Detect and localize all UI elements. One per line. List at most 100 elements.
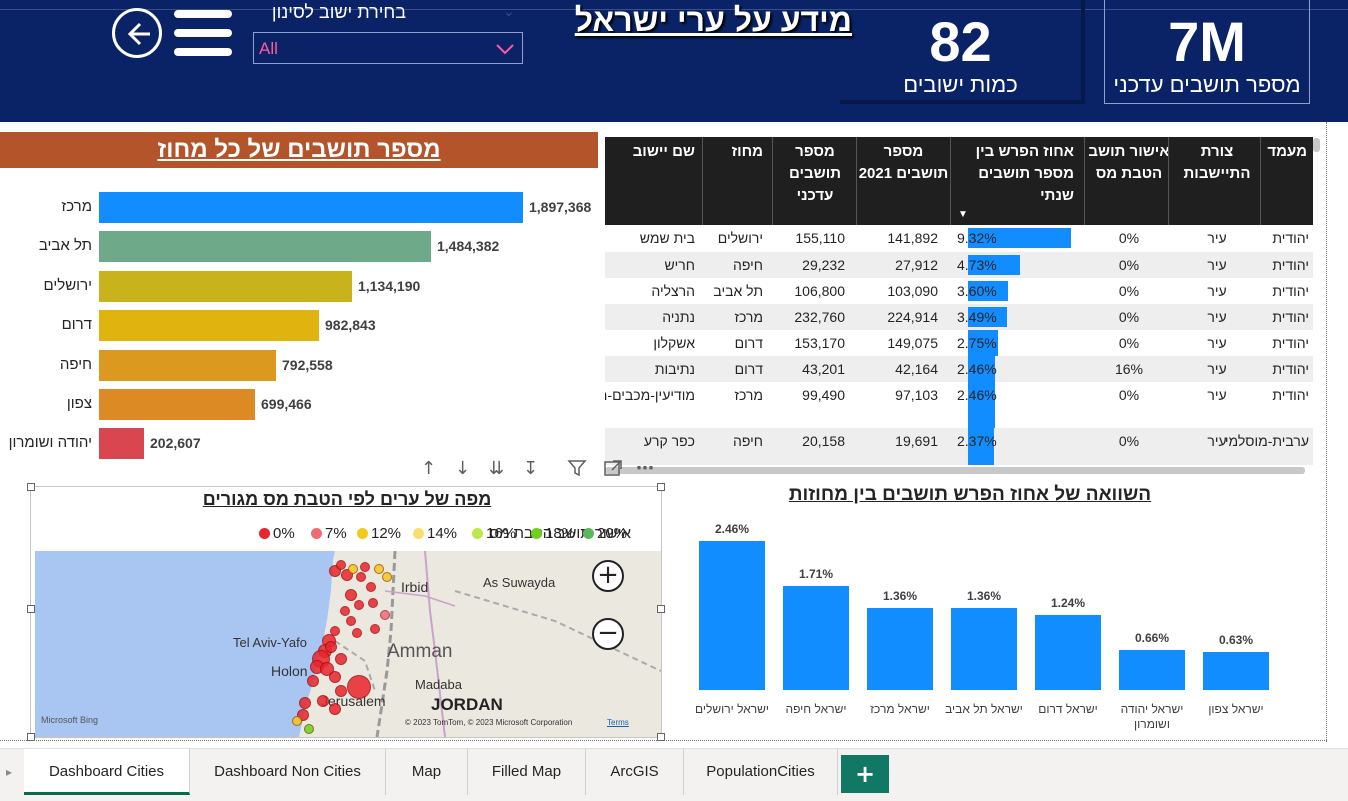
bar[interactable] [99,350,276,381]
map-city-point[interactable] [356,572,366,582]
map-city-point[interactable] [299,697,311,709]
tab-filled-map[interactable]: Filled Map [468,749,586,795]
back-arrow-icon[interactable] [112,8,162,58]
legend-item[interactable]: 18% [531,525,575,542]
table-row[interactable]: נתיבות דרום 43,201 42,164 2.46% 16% עיר יהודית [605,356,1313,382]
map-city-point[interactable] [340,606,350,616]
legend-item[interactable]: 14% [413,525,457,542]
col-header-status[interactable]: מעמד [1267,143,1307,160]
table-row[interactable]: כפר קרע חיפה 20,158 19,691 2.37% 0% עיר ערבית-מ… [605,428,1313,465]
map-terms-link[interactable]: Terms [607,718,629,727]
resize-handle[interactable] [657,483,665,491]
map-city-point[interactable] [352,628,362,638]
map-city-point[interactable] [374,564,384,574]
column-bar[interactable] [783,586,849,690]
map-canvas[interactable]: Irbid As Suwayda Tel Aviv-Yafo Holon Amm… [35,551,661,737]
resize-handle[interactable] [657,605,665,613]
resize-handle[interactable] [27,605,35,613]
zoom-out-button[interactable]: − [592,618,624,650]
map-city-point[interactable] [330,626,340,636]
drill-up-icon[interactable]: ↑ [421,458,437,479]
tax-benefit-map-visual[interactable]: מפה של ערים לפי הטבת מס מגורים אישור תוש… [27,483,665,741]
map-city-point[interactable] [329,703,341,715]
column-bar[interactable] [1035,615,1101,690]
map-city-point[interactable] [346,616,356,626]
column-bar[interactable] [699,541,765,690]
bar[interactable] [99,389,255,420]
map-city-point[interactable] [335,685,347,697]
tab-dashboard-non-cities[interactable]: Dashboard Non Cities [190,749,386,795]
legend-item[interactable]: 0% [259,525,295,542]
map-city-point[interactable] [336,560,346,570]
map-city-point[interactable] [366,582,376,592]
hamburger-menu-icon[interactable] [174,10,232,56]
map-city-point[interactable] [329,671,341,683]
column-bar[interactable] [867,608,933,690]
map-label-jordan: JORDAN [431,695,503,714]
legend-item[interactable]: 20% [583,525,627,542]
map-city-point[interactable] [292,716,302,726]
bar[interactable] [99,310,319,341]
resize-handle[interactable] [27,483,35,491]
legend-item[interactable]: 16% [472,525,516,542]
table-cell-district: תל אביב [713,283,763,299]
column-bar[interactable] [951,608,1017,690]
settlement-filter-dropdown[interactable]: All [253,32,523,64]
col-header-settlement-form[interactable]: צורת התיישבות [1183,143,1251,182]
col-header-name[interactable]: שם יישוב [632,143,695,160]
sort-descending-icon[interactable]: ▼ [958,209,968,220]
table-row[interactable]: מודיעין-מכבים-רעות מרכז 99,490 97,103 2.46% 0… [605,382,1313,428]
bar[interactable] [99,428,144,459]
map-city-point[interactable] [382,572,392,582]
legend-item[interactable]: 12% [357,525,401,542]
map-city-point[interactable] [307,675,319,687]
table-row[interactable]: הרצליה תל אביב 106,800 103,090 3.60% 0% עיר יהו… [605,278,1313,304]
map-city-point[interactable] [325,641,337,653]
table-cell-pct: 2.75% [957,335,997,351]
table-cell-y2021: 103,090 [887,283,938,299]
column-bar[interactable] [1203,652,1269,690]
table-row[interactable]: בית שמש ירושלים 155,110 141,892 9.32% 0% עיר יה… [605,225,1313,252]
add-page-button[interactable]: + [841,755,889,793]
col-header-population-2021[interactable]: מספר תושבים 2021 [858,143,949,182]
map-city-point[interactable] [345,589,357,601]
focus-mode-icon[interactable] [603,458,623,483]
table-row[interactable]: חריש חיפה 29,232 27,912 4.73% 0% עיר יהודית [605,252,1313,278]
tab-population-cities[interactable]: PopulationCities [684,749,838,795]
col-header-district[interactable]: מחוז [731,143,763,160]
map-city-point[interactable] [360,562,370,572]
table-cell-form: עיר [1207,335,1227,351]
scroll-tabs-left-icon[interactable]: ▸ [6,765,13,779]
map-city-point[interactable] [370,624,380,634]
map-city-point[interactable] [317,695,329,707]
zoom-in-button[interactable]: + [592,560,624,592]
table-row[interactable]: אשקלון דרום 153,170 149,075 2.75% 0% עיר יהודית [605,330,1313,356]
bar[interactable] [99,192,523,223]
go-to-next-level-icon[interactable]: ⇊ [489,458,505,479]
map-city-point[interactable] [380,610,390,620]
bar[interactable] [99,271,352,302]
drill-down-icon[interactable]: ↓ [455,458,471,479]
col-header-yearly-diff-pct[interactable]: אחוז הפרש בין מספר תושבים שנתי [975,143,1074,204]
tab-dashboard-cities[interactable]: Dashboard Cities [24,749,190,795]
table-row[interactable]: נתניה מרכז 232,760 224,914 3.49% 0% עיר יהודית [605,304,1313,330]
column-bar[interactable] [1119,650,1185,690]
map-city-point[interactable] [354,600,364,610]
col-header-current-population[interactable]: מספר תושבים עדכני [788,143,841,204]
table-horizontal-scrollbar[interactable] [605,467,1305,474]
col-header-tax-benefit[interactable]: אישור תושב הטבת מס [1088,143,1170,182]
tab-arcgis[interactable]: ArcGIS [586,749,684,795]
expand-hierarchy-icon[interactable]: ↧ [523,458,539,479]
filter-icon[interactable] [567,458,587,483]
cities-table[interactable]: שם יישוב מחוז מספר תושבים עדכני מספר תוש… [605,137,1313,465]
table-vertical-scrollbar[interactable] [1313,138,1320,152]
map-city-point[interactable] [348,564,358,574]
more-options-icon[interactable]: ⋯ [636,458,654,479]
bar[interactable] [99,231,431,262]
map-city-point[interactable] [368,598,378,608]
tab-map[interactable]: Map [386,749,468,795]
map-city-point[interactable] [335,653,347,665]
map-city-point[interactable] [347,675,371,699]
map-city-point[interactable] [304,724,314,734]
legend-item[interactable]: 7% [311,525,347,542]
